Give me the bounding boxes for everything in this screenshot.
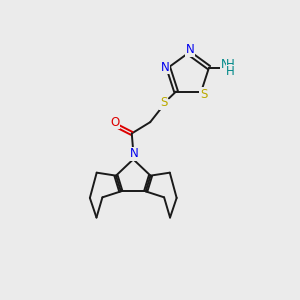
Text: S: S <box>160 96 167 109</box>
Text: N: N <box>130 147 138 161</box>
Text: H: H <box>226 65 235 78</box>
Text: O: O <box>110 116 119 129</box>
Text: N: N <box>221 58 230 70</box>
Text: H: H <box>226 58 235 70</box>
Text: N: N <box>186 43 194 56</box>
Text: S: S <box>200 88 207 101</box>
Text: N: N <box>161 61 170 74</box>
